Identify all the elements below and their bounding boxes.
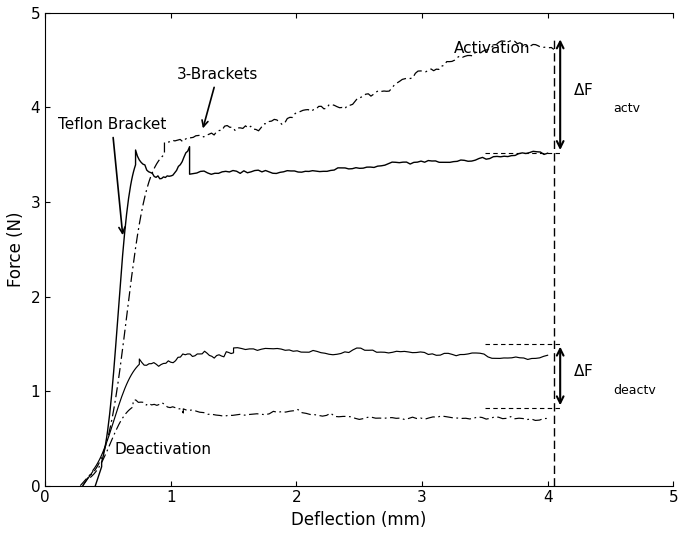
Text: actv: actv <box>613 102 640 115</box>
Text: deactv: deactv <box>613 384 656 397</box>
Text: Teflon Bracket: Teflon Bracket <box>58 117 166 233</box>
X-axis label: Deflection (mm): Deflection (mm) <box>292 511 427 529</box>
Y-axis label: Force (N): Force (N) <box>7 212 25 287</box>
Text: Deactivation: Deactivation <box>114 442 211 457</box>
Text: Activation: Activation <box>453 41 530 56</box>
Text: 3-Brackets: 3-Brackets <box>177 67 258 126</box>
Text: $\Delta$F: $\Delta$F <box>573 82 593 98</box>
Text: $\Delta$F: $\Delta$F <box>573 363 593 379</box>
